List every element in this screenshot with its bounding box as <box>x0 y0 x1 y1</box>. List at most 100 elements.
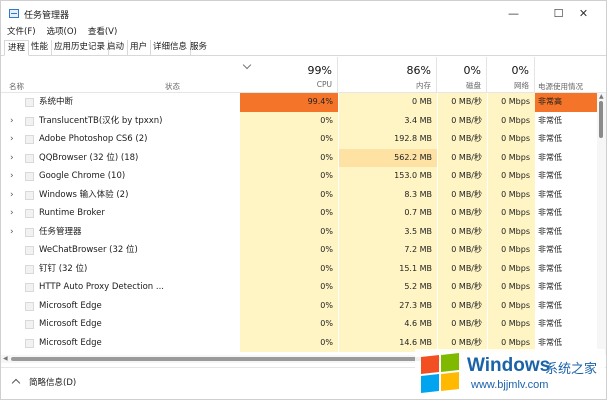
column-header-status[interactable]: 状态 <box>165 82 180 91</box>
process-disk: 0 MB/秒 <box>437 167 487 186</box>
process-cpu: 0% <box>240 111 338 130</box>
header-divider <box>1 92 606 93</box>
process-row[interactable]: › QQBrowser (32 位) (18) 0% 562.2 MB 0 MB/秒 0 … <box>1 148 597 167</box>
process-memory: 0 MB <box>338 93 437 112</box>
process-cpu: 0% <box>240 315 338 334</box>
expand-chevron-icon[interactable]: › <box>10 226 14 237</box>
process-icon <box>25 135 34 144</box>
scroll-left-icon[interactable]: ◀ <box>3 355 8 362</box>
column-header-name[interactable]: 名称 <box>9 82 24 91</box>
process-icon <box>25 190 34 200</box>
fewer-details-button[interactable]: 简略信息(D) <box>29 378 77 388</box>
process-name: Microsoft Edge <box>39 319 102 329</box>
process-network: 0 Mbps <box>487 222 535 241</box>
process-cpu: 0% <box>240 259 338 278</box>
process-icon <box>25 338 34 348</box>
cpu-label: CPU <box>316 80 332 89</box>
column-header-memory[interactable]: 86% 内存 <box>338 57 437 93</box>
vertical-scrollbar[interactable]: ▲ <box>597 93 606 355</box>
process-icon <box>25 246 34 255</box>
process-disk: 0 MB/秒 <box>437 241 487 260</box>
process-cpu: 0% <box>240 130 338 149</box>
tab-app-history[interactable]: 应用历史记录 <box>51 40 110 56</box>
process-row[interactable]: › TranslucentTB(汉化 by tpxxn) 0% 3.4 MB 0 MB/… <box>1 111 597 130</box>
process-icon <box>25 209 34 218</box>
tab-startup[interactable]: 启动 <box>104 40 129 56</box>
process-icon <box>25 116 34 126</box>
minimize-button[interactable]: — <box>508 6 519 20</box>
process-row[interactable]: 钉钉 (32 位) 0% 15.1 MB 0 MB/秒 0 Mbps 非常低 <box>1 259 597 278</box>
process-disk: 0 MB/秒 <box>437 148 487 167</box>
expand-chevron-icon[interactable]: › <box>10 134 14 144</box>
process-disk: 0 MB/秒 <box>437 130 487 149</box>
vertical-scroll-thumb[interactable] <box>599 101 603 138</box>
tab-services[interactable]: 服务 <box>190 42 208 52</box>
process-cpu: 0% <box>240 278 338 297</box>
menu-view[interactable]: 查看(V) <box>87 27 118 37</box>
expand-chevron-icon[interactable]: › <box>10 208 14 218</box>
scroll-up-icon[interactable]: ▲ <box>599 93 604 100</box>
process-network: 0 Mbps <box>487 148 535 167</box>
process-cpu: 0% <box>240 204 338 223</box>
process-memory: 0.7 MB <box>338 204 437 223</box>
process-network: 0 Mbps <box>487 315 535 334</box>
expand-chevron-icon[interactable]: › <box>10 171 14 181</box>
process-row[interactable]: › Adobe Photoshop CS6 (2) 0% 192.8 MB 0 MB/秒… <box>1 130 597 149</box>
task-manager-icon <box>9 9 19 18</box>
column-header-power[interactable]: 电源使用情况 <box>538 82 583 91</box>
process-network: 0 Mbps <box>487 204 535 223</box>
close-button[interactable]: ✕ <box>578 6 589 20</box>
expand-chevron-icon[interactable]: › <box>10 152 14 163</box>
tab-details[interactable]: 详细信息 <box>150 40 192 56</box>
process-power: 非常低 <box>538 245 562 254</box>
column-header-cpu[interactable]: 99% CPU <box>240 57 338 93</box>
window-title: 任务管理器 <box>24 11 70 21</box>
process-row[interactable]: › Google Chrome (10) 0% 153.0 MB 0 MB/秒 0 Mbp… <box>1 167 597 186</box>
expand-chevron-icon[interactable]: › <box>10 189 14 200</box>
disk-total-percent: 0% <box>463 64 481 77</box>
column-header-network[interactable]: 0% 网络 <box>487 57 535 93</box>
process-cpu: 0% <box>240 333 338 352</box>
horizontal-scroll-thumb[interactable] <box>11 357 441 361</box>
tab-strip: 进程 性能 应用历史记录 启动 用户 详细信息 服务 <box>1 40 606 56</box>
windows-logo-icon <box>421 353 461 393</box>
process-icon <box>25 172 34 181</box>
process-name: 钉钉 (32 位) <box>39 263 88 274</box>
watermark-title: Windows <box>467 355 551 376</box>
process-row[interactable]: › 任务管理器 0% 3.5 MB 0 MB/秒 0 Mbps 非常低 <box>1 222 597 241</box>
process-row[interactable]: HTTP Auto Proxy Detection ... 0% 5.2 MB 0 M… <box>1 278 597 297</box>
chevron-up-icon[interactable] <box>11 378 21 388</box>
menu-options[interactable]: 选项(O) <box>46 27 77 37</box>
process-row[interactable]: Microsoft Edge 0% 4.6 MB 0 MB/秒 0 Mbps 非常低 <box>1 315 597 334</box>
process-network: 0 Mbps <box>487 278 535 297</box>
process-icon <box>25 227 34 237</box>
process-icon <box>25 98 34 107</box>
process-icon <box>25 301 34 311</box>
horizontal-scrollbar[interactable]: ◀ <box>1 355 597 363</box>
process-cpu: 99.4% <box>240 93 338 112</box>
process-memory: 562.2 MB <box>338 148 437 167</box>
tab-users[interactable]: 用户 <box>127 40 152 56</box>
maximize-button[interactable]: ☐ <box>553 6 564 20</box>
process-icon <box>25 153 34 163</box>
process-row[interactable]: › Runtime Broker 0% 0.7 MB 0 MB/秒 0 Mbps 非常低 <box>1 204 597 223</box>
expand-chevron-icon[interactable]: › <box>10 115 14 126</box>
process-row[interactable]: Microsoft Edge 0% 14.6 MB 0 MB/秒 0 Mbps 非常低 <box>1 333 597 352</box>
process-memory: 15.1 MB <box>338 259 437 278</box>
tab-processes[interactable]: 进程 <box>4 40 30 56</box>
column-header-disk[interactable]: 0% 磁盘 <box>437 57 487 93</box>
process-name: Runtime Broker <box>39 208 105 218</box>
menu-file[interactable]: 文件(F) <box>7 27 36 37</box>
process-memory: 7.2 MB <box>338 241 437 260</box>
process-row[interactable]: Microsoft Edge 0% 27.3 MB 0 MB/秒 0 Mbps 非常低 <box>1 296 597 315</box>
process-cpu: 0% <box>240 148 338 167</box>
process-name: HTTP Auto Proxy Detection ... <box>39 282 164 292</box>
process-power: 非常低 <box>538 208 562 217</box>
process-network: 0 Mbps <box>487 167 535 186</box>
process-row[interactable]: › Windows 输入体验 (2) 0% 8.3 MB 0 MB/秒 0 Mbps 非常低 <box>1 185 597 204</box>
tab-performance[interactable]: 性能 <box>28 40 53 56</box>
process-row[interactable]: 系统中断 99.4% 0 MB 0 MB/秒 0 Mbps 非常高 <box>1 93 597 112</box>
process-disk: 0 MB/秒 <box>437 204 487 223</box>
process-row[interactable]: WeChatBrowser (32 位) 0% 7.2 MB 0 MB/秒 0 Mbps… <box>1 241 597 260</box>
process-power: 非常低 <box>538 171 562 180</box>
